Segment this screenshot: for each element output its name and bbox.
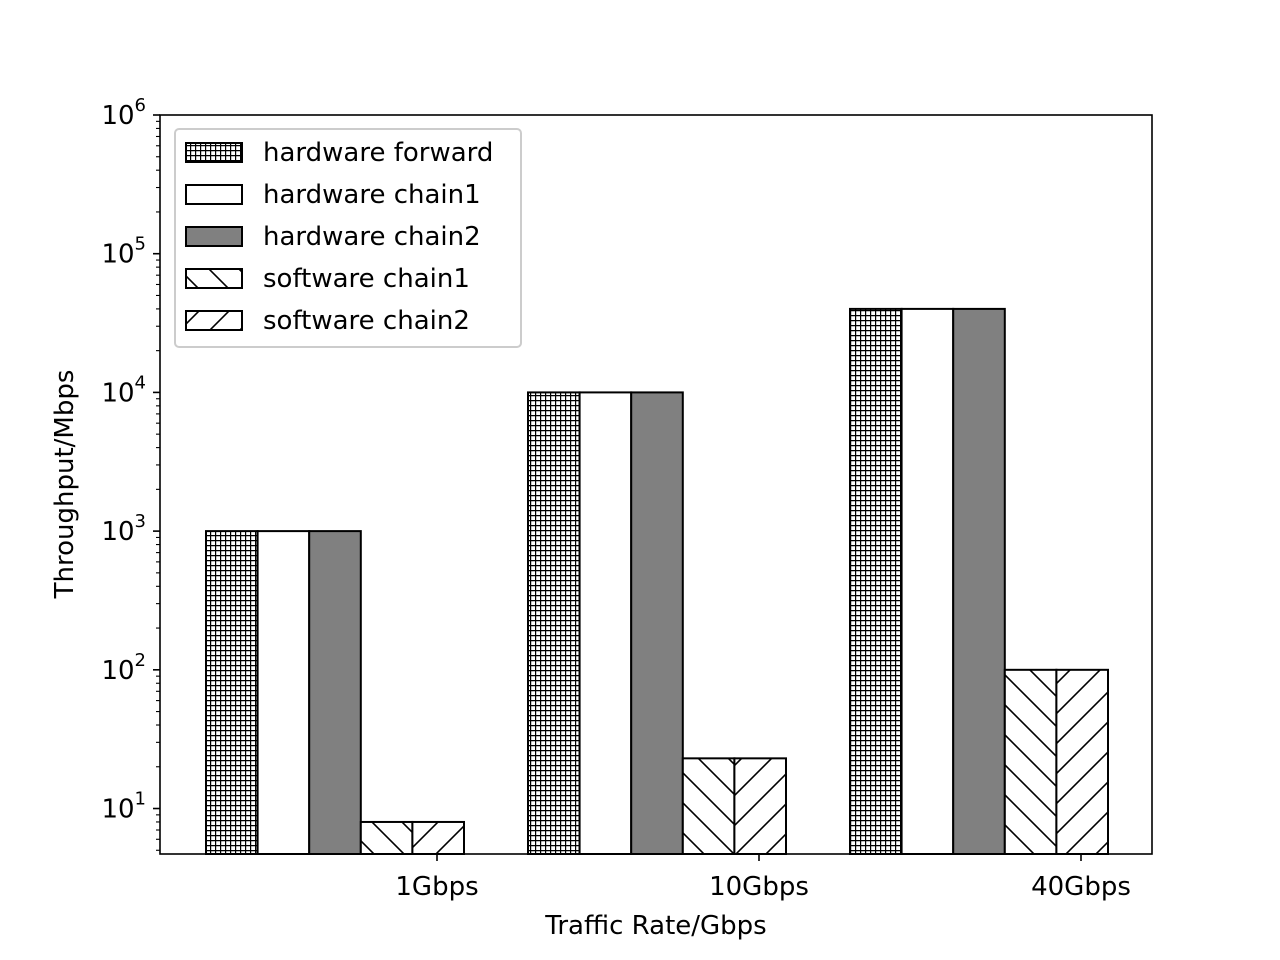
y-tick-label: 106 [101,95,146,131]
legend-swatch [185,184,243,205]
legend-swatch [185,142,243,163]
legend-swatch [185,310,243,331]
x-tick-label: 1Gbps [395,872,478,902]
bar-hardware-chain1-1Gbps [256,530,311,856]
x-tick-label: 10Gbps [709,872,809,902]
x-tick-label: 40Gbps [1031,872,1131,902]
bar-hardware-chain1-10Gbps [578,391,633,855]
legend: hardware forward hardware chain1 hardware … [174,128,522,348]
legend-entry: hardware chain2 [185,222,481,252]
bar-hardware-chain2-1Gbps [308,530,362,856]
y-tick-label: 101 [101,789,146,825]
bar-hardware-forward-1Gbps [205,530,259,856]
legend-frame [174,128,522,348]
y-tick-label: 104 [101,372,146,408]
bar-software-chain2-40Gbps [1055,668,1110,855]
legend-label: software chain1 [263,264,470,294]
y-tick-label: 102 [101,650,146,686]
bar-hardware-forward-40Gbps [849,307,903,855]
bars-layer [205,307,1110,856]
bar-hardware-chain2-40Gbps [952,307,1006,855]
bar-software-chain1-1Gbps [359,820,414,855]
legend-label: hardware chain2 [263,222,481,252]
axes-layer: 101 102 103 104 105 106 1Gbps 10Gbps 40Gbps [101,95,1153,902]
legend-entry: hardware forward [185,138,493,168]
bar-software-chain1-40Gbps [1003,668,1058,855]
x-axis-label: Traffic Rate/Gbps [544,911,766,941]
bar-hardware-chain2-10Gbps [630,391,684,855]
bar-software-chain2-1Gbps [411,820,465,855]
y-axis-label: Throughput/Mbps [50,370,80,600]
legend-entry: software chain2 [185,306,470,336]
legend-swatch [185,268,243,289]
legend-label: hardware forward [263,138,493,168]
legend-swatch [185,226,243,247]
y-tick-label: 103 [101,511,146,547]
bar-hardware-forward-10Gbps [527,391,581,855]
y-tick-label: 105 [101,234,146,270]
legend-entry: hardware chain1 [185,180,481,210]
bar-hardware-chain1-40Gbps [900,307,955,855]
bar-software-chain2-10Gbps [733,757,788,856]
legend-label: software chain2 [263,306,470,336]
legend-entry: software chain1 [185,264,470,294]
bar-software-chain1-10Gbps [681,757,736,856]
plot-frame [159,114,1153,855]
legend-label: hardware chain1 [263,180,481,210]
